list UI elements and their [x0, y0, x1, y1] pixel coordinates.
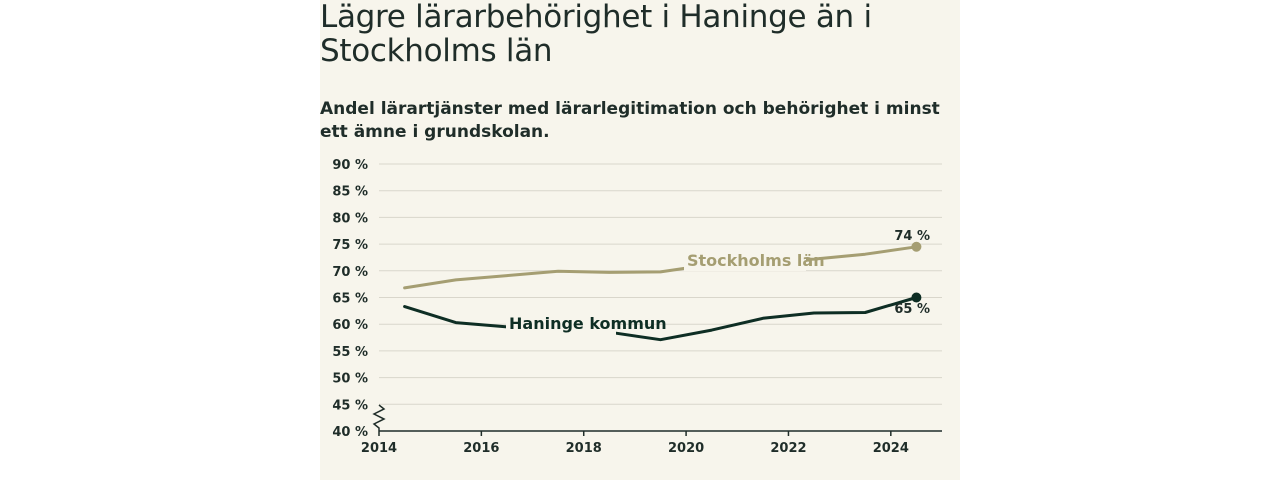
y-tick-label: 60 %	[332, 318, 368, 333]
x-tick-label: 2018	[566, 441, 602, 456]
chart-title: Lägre lärarbehörighet i Haninge än i Sto…	[320, 0, 872, 69]
series-label-bg	[506, 311, 616, 335]
series-end-point-2	[911, 292, 922, 303]
x-tick-label: 2024	[873, 441, 909, 456]
series-label-haninge-kommun: Haninge kommun	[509, 314, 667, 333]
y-tick-label: 55 %	[332, 345, 368, 360]
x-tick-label: 2014	[361, 441, 397, 456]
y-tick-label: 70 %	[332, 265, 368, 280]
series-line-2	[403, 296, 918, 342]
x-tick-label: 2020	[668, 441, 704, 456]
y-tick-label: 75 %	[332, 238, 368, 253]
chart-card: Lägre lärarbehörighet i Haninge än i Sto…	[320, 0, 960, 480]
y-tick-label: 45 %	[332, 398, 368, 413]
series-end-point-1	[911, 241, 922, 252]
chart-subtitle: Andel lärartjänster med lärarlegitimatio…	[320, 99, 940, 142]
y-axis: 90 % 85 % 80 % 75 % 70 % 65 % 60 % 55 % 50 % 45 %…	[332, 158, 368, 440]
series-label-bg	[684, 247, 806, 271]
y-tick-label: 65 %	[332, 292, 368, 307]
end-label-stockholms-lan: 74 %	[894, 229, 930, 244]
grid-lines	[379, 163, 942, 405]
axis-break-icon	[372, 404, 386, 431]
x-tick-label: 2022	[770, 441, 806, 456]
y-tick-label: 85 %	[332, 185, 368, 200]
series-labels: Stockholms län Haninge kommun 74 % 65 %	[506, 229, 930, 335]
x-tick-label: 2016	[463, 441, 499, 456]
series-lines	[403, 241, 922, 342]
y-tick-label: 40 %	[332, 425, 368, 440]
series-label-stockholms-lan: Stockholms län	[687, 251, 825, 270]
y-tick-label: 50 %	[332, 372, 368, 387]
y-tick-label: 80 %	[332, 211, 368, 226]
x-axis: 2014 2016 2018 2020 2022 2024	[361, 404, 942, 456]
line-chart: 90 % 85 % 80 % 75 % 70 % 65 % 60 % 55 % 50 % 45 %…	[332, 158, 942, 456]
series-line-1	[403, 245, 918, 290]
end-label-haninge-kommun: 65 %	[894, 302, 930, 317]
y-tick-label: 90 %	[332, 158, 368, 173]
